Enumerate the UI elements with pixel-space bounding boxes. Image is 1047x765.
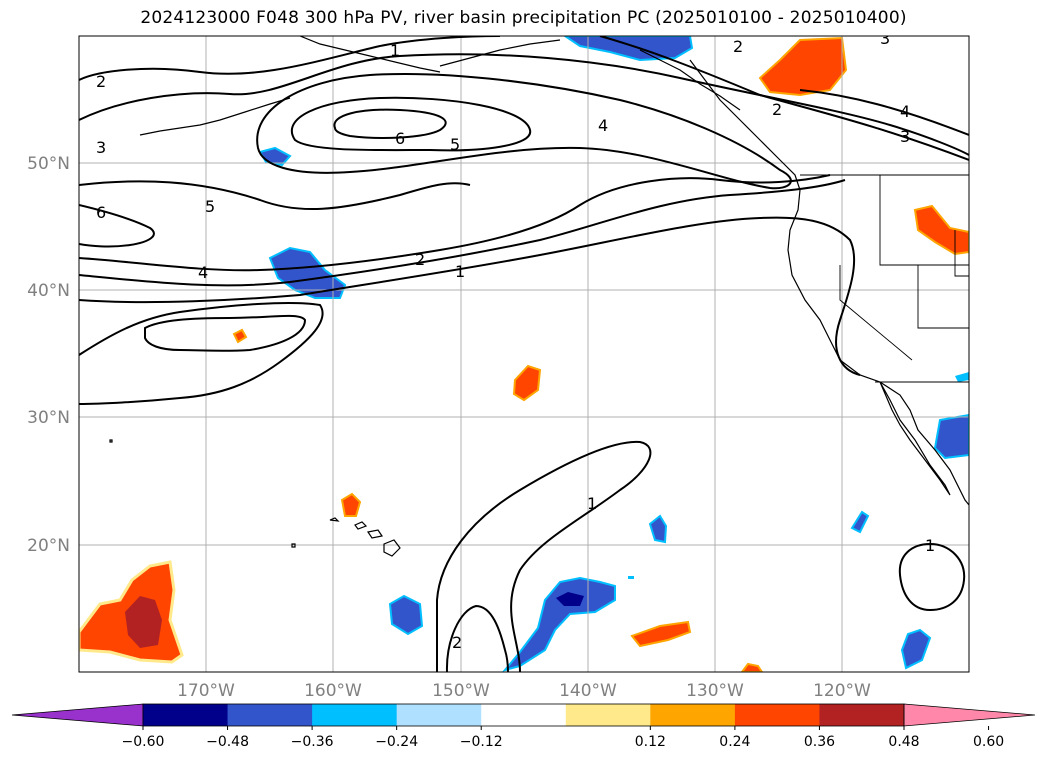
contour-label: 2	[733, 37, 743, 56]
colorbar-extend-right	[903, 703, 1036, 727]
contour-label: 1	[925, 536, 935, 555]
precip-anomaly-positive	[913, 204, 969, 256]
longitude-labels: 170°W 160°W 150°W 140°W 130°W 120°W	[177, 681, 871, 701]
contour-label: 3	[900, 127, 910, 146]
precip-anomaly-positive	[740, 662, 764, 672]
pv-contour	[599, 36, 969, 161]
pv-contour	[79, 174, 831, 272]
lon-label: 140°W	[559, 681, 617, 701]
precip-anomaly-positive	[340, 492, 362, 517]
precip-anomaly-negative	[648, 514, 668, 544]
colorbar-tick-label: −0.36	[291, 734, 334, 750]
colorbar-cell	[650, 704, 736, 726]
colorbar-cell	[819, 704, 905, 726]
contour-label: 4	[900, 102, 910, 121]
precip-anomaly-positive	[232, 328, 248, 344]
pv-contour	[79, 216, 861, 376]
precip-anomaly-negative	[900, 628, 932, 670]
colorbar-cell	[143, 704, 229, 726]
colorbar-cell	[481, 704, 567, 726]
colorbar-tick-label: −0.60	[122, 734, 165, 750]
colorbar-cell	[312, 704, 398, 726]
precip-anomaly-positive	[630, 620, 692, 648]
contour-label: 4	[198, 263, 208, 282]
lon-label: 170°W	[177, 681, 235, 701]
precip-anomaly-negative	[388, 594, 424, 636]
contour-label: 4	[598, 116, 608, 135]
pv-contour	[333, 108, 447, 139]
colorbar-tick-label: 0.36	[804, 734, 835, 750]
pv-contour	[79, 36, 501, 81]
map-frame	[78, 35, 970, 673]
map-gridlines	[79, 36, 969, 672]
latitude-labels: 50°N 40°N 30°N 20°N	[27, 154, 70, 556]
pv-contours	[79, 36, 969, 672]
contour-label: 2	[415, 250, 425, 269]
pv-contour	[445, 604, 509, 672]
lon-label: 120°W	[813, 681, 871, 701]
pv-contour	[79, 53, 969, 156]
pv-contour	[799, 89, 969, 136]
pv-contour	[436, 440, 652, 672]
contour-label: 5	[205, 197, 215, 216]
colorbar-tick-label: −0.12	[460, 734, 503, 750]
precip-anomaly-positive	[758, 36, 848, 97]
contour-label: 6	[395, 129, 405, 148]
precip-anomaly-strong-positive	[125, 596, 162, 648]
colorbar-cell	[227, 704, 313, 726]
contour-labels: 6 5 4 2 3 6 5 4 2 1 1 2 3 2 4 3 1 2 1	[96, 29, 935, 652]
lat-label: 40°N	[27, 281, 70, 301]
precip-anomaly-negative	[850, 510, 870, 534]
lat-label: 50°N	[27, 154, 70, 174]
contour-label: 2	[772, 100, 782, 119]
colorbar-tick-label: 0.60	[973, 734, 1004, 750]
pv-contour	[79, 204, 155, 248]
pv-contour	[79, 302, 324, 405]
colorbar-cell	[396, 704, 482, 726]
contour-label: 1	[587, 494, 597, 513]
precip-anomaly-negative	[268, 246, 347, 299]
pv-contour	[79, 180, 471, 211]
map-area	[79, 36, 969, 672]
colorbar-frame	[142, 703, 905, 727]
colorbar: −0.60 −0.48 −0.36 −0.24 −0.12 0.12 0.24 0.36 0.4…	[11, 703, 1036, 750]
colorbar-cell	[734, 704, 820, 726]
colorbar-tick-label: −0.24	[375, 734, 418, 750]
pv-contour	[898, 542, 966, 612]
lat-label: 30°N	[27, 408, 70, 428]
precip-anomaly-negative	[628, 576, 634, 579]
contour-label: 3	[880, 29, 890, 48]
contour-label: 1	[390, 41, 400, 60]
lon-label: 150°W	[432, 681, 490, 701]
colorbar-cell	[565, 704, 651, 726]
contour-label: 2	[96, 72, 106, 91]
lat-label: 20°N	[27, 536, 70, 556]
colorbar-extend-left	[11, 703, 144, 727]
lon-label: 130°W	[686, 681, 744, 701]
colorbar-tick-label: 0.48	[888, 734, 919, 750]
pv-contour	[144, 314, 307, 352]
contour-label: 6	[96, 203, 106, 222]
lon-label: 160°W	[304, 681, 362, 701]
contour-label: 3	[96, 138, 106, 157]
contour-label: 5	[450, 135, 460, 154]
map-title: 2024123000 F048 300 hPa PV, river basin …	[140, 8, 907, 28]
coastlines	[109, 36, 969, 557]
precip-anomaly-negative	[933, 413, 969, 460]
colorbar-tick-label: 0.12	[635, 734, 666, 750]
contour-label: 2	[452, 633, 462, 652]
colorbar-tick-label: 0.24	[719, 734, 750, 750]
precip-anomaly-strong-negative	[556, 592, 584, 606]
precip-anomaly-negative	[955, 372, 969, 382]
pv-contour	[290, 96, 532, 152]
colorbar-tick-label: −0.48	[206, 734, 249, 750]
precip-anomaly-positive	[512, 364, 542, 402]
contour-label: 1	[455, 262, 465, 281]
pv-contour	[79, 179, 846, 287]
